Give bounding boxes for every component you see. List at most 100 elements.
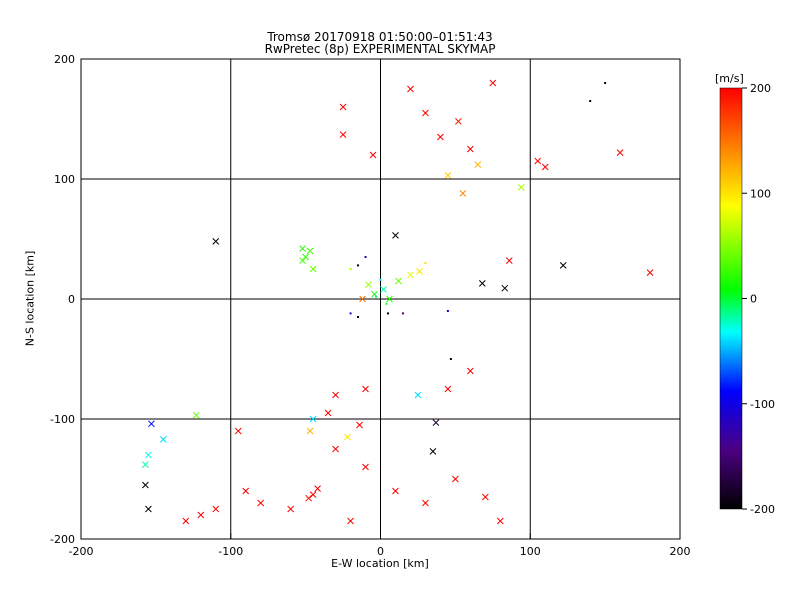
data-point-cross [517, 184, 525, 191]
y-tick-label: 100 [54, 173, 75, 186]
data-point-cross [306, 247, 314, 255]
data-point-dot [424, 262, 427, 264]
data-point-cross [212, 238, 220, 245]
data-point-cross [459, 190, 467, 197]
data-point-dot [604, 82, 607, 84]
data-point-cross [309, 265, 317, 273]
data-point-dot [449, 358, 452, 360]
data-point-cross [444, 385, 452, 393]
colorbar-tick-label: -200 [750, 503, 775, 516]
data-point-dot [589, 100, 592, 102]
data-point-cross [356, 421, 363, 429]
data-point-dot [357, 316, 360, 318]
colorbar [719, 87, 743, 510]
data-point-cross [347, 517, 354, 525]
data-point-dot [364, 256, 367, 258]
data-point-cross [299, 257, 306, 264]
data-point-cross [407, 85, 414, 93]
y-tick-label: -100 [50, 413, 75, 426]
data-point-cross [466, 145, 474, 153]
data-point-dot [375, 295, 378, 298]
data-point-cross [616, 149, 624, 156]
data-point-cross [505, 257, 513, 264]
data-point-cross [432, 419, 440, 426]
data-point-cross [392, 487, 399, 495]
data-point-cross [234, 427, 242, 435]
data-point-cross [192, 412, 200, 419]
y-tick-label: 0 [68, 293, 75, 306]
x-tick-label: 100 [520, 545, 541, 558]
data-point-cross [559, 262, 567, 269]
data-point-cross [339, 131, 347, 138]
data-point-dot [385, 302, 388, 305]
data-point-cross [496, 517, 504, 525]
data-point-cross [299, 245, 306, 252]
data-point-cross [386, 295, 393, 303]
data-point-dot [401, 312, 404, 315]
data-point-cross [287, 505, 295, 513]
data-point-cross [257, 499, 265, 507]
colorbar-ticks: 200 100 0 -100 -200 [742, 82, 775, 516]
data-point-cross [142, 481, 149, 489]
data-point-cross [369, 151, 377, 159]
data-point-cross [414, 391, 422, 399]
data-point-cross [481, 493, 489, 501]
colorbar-unit-label: [m/s] [715, 72, 744, 85]
data-point-cross [212, 505, 220, 513]
data-point-cross [145, 451, 152, 459]
data-points [142, 79, 654, 525]
data-point-cross [160, 436, 167, 443]
data-point-cross [646, 269, 654, 276]
colorbar-tick-label: 0 [750, 293, 757, 306]
data-point-cross [541, 163, 549, 171]
data-point-cross [332, 391, 339, 399]
data-point-cross [407, 271, 414, 279]
data-point-cross [474, 161, 482, 168]
data-point-cross [501, 284, 509, 292]
data-point-cross [392, 232, 399, 239]
data-point-cross [466, 367, 474, 375]
data-point-dot [349, 312, 352, 315]
x-tick-label: 200 [670, 545, 691, 558]
data-point-cross [145, 505, 152, 513]
y-axis-label: N-S location [km] [23, 250, 37, 347]
data-point-cross [534, 157, 542, 165]
grid-lines [81, 59, 680, 539]
data-point-cross [142, 461, 149, 468]
x-tick-label: -200 [69, 545, 94, 558]
data-point-cross [380, 286, 387, 293]
data-point-dot [446, 310, 449, 312]
y-tick-label: -200 [50, 533, 75, 546]
colorbar-tick-label: 200 [750, 82, 771, 95]
chart-subtitle: RwPretec (8p) EXPERIMENTAL SKYMAP [264, 42, 496, 56]
data-point-cross [344, 433, 351, 441]
data-point-dot [349, 268, 352, 270]
data-point-cross [422, 499, 429, 507]
data-point-cross [182, 517, 190, 525]
data-point-cross [332, 445, 339, 453]
x-tick-label: -100 [218, 545, 243, 558]
data-point-dot [386, 312, 389, 315]
data-point-cross [324, 409, 332, 417]
chart-title: Tromsø 20170918 01:50:00–01:51:43 [267, 30, 493, 44]
data-point-cross [309, 415, 317, 423]
x-axis-label: E-W location [km] [331, 557, 429, 570]
data-point-cross [452, 475, 459, 483]
data-point-cross [309, 491, 317, 498]
data-point-cross [437, 133, 444, 141]
data-point-cross [455, 118, 462, 125]
axis-ticks: -200 -100 0 100 200 -200 -100 0 100 200 [50, 53, 690, 558]
data-point-cross [305, 494, 312, 502]
data-point-cross [444, 172, 452, 179]
data-point-cross [478, 280, 486, 287]
data-point-cross [359, 295, 366, 303]
data-point-cross [314, 485, 321, 492]
data-point-cross [339, 103, 347, 111]
data-point-dot [379, 278, 382, 281]
colorbar-tick-label: 100 [750, 187, 771, 200]
data-point-cross [365, 281, 372, 288]
data-point-cross [242, 487, 250, 495]
data-point-dot [357, 264, 360, 267]
